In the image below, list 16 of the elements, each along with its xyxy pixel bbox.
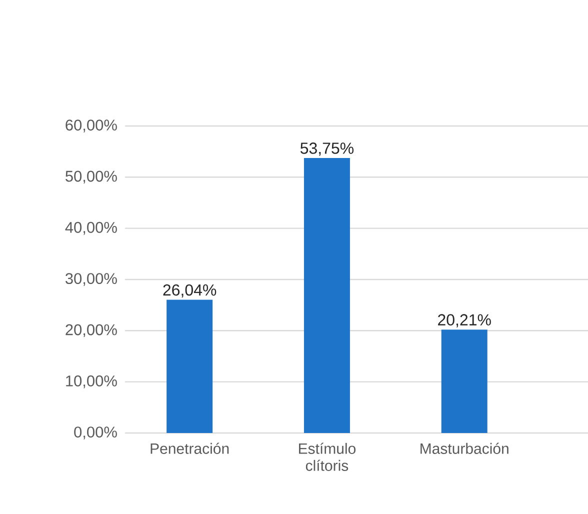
y-tick-label: 50,00%	[66, 170, 117, 184]
data-label: 53,75%	[300, 142, 354, 156]
y-tick-label: 60,00%	[66, 120, 117, 132]
y-tick-label: 10,00%	[66, 375, 117, 388]
x-tick-label: Masturbación	[420, 442, 508, 454]
data-label: 20,21%	[438, 314, 491, 328]
x-tick-label: Penetración	[150, 442, 229, 454]
bar	[304, 158, 350, 433]
bar	[166, 300, 213, 433]
x-tick-label: Estímulo clítoris	[299, 442, 356, 471]
y-tick-label: 40,00%	[65, 222, 117, 235]
y-tick-label: 20,00%	[66, 324, 117, 338]
y-tick-label: 30,00%	[66, 273, 117, 286]
bar	[441, 330, 488, 433]
y-tick-label: 0,00%	[74, 426, 117, 440]
data-label: 26,04%	[163, 284, 216, 298]
